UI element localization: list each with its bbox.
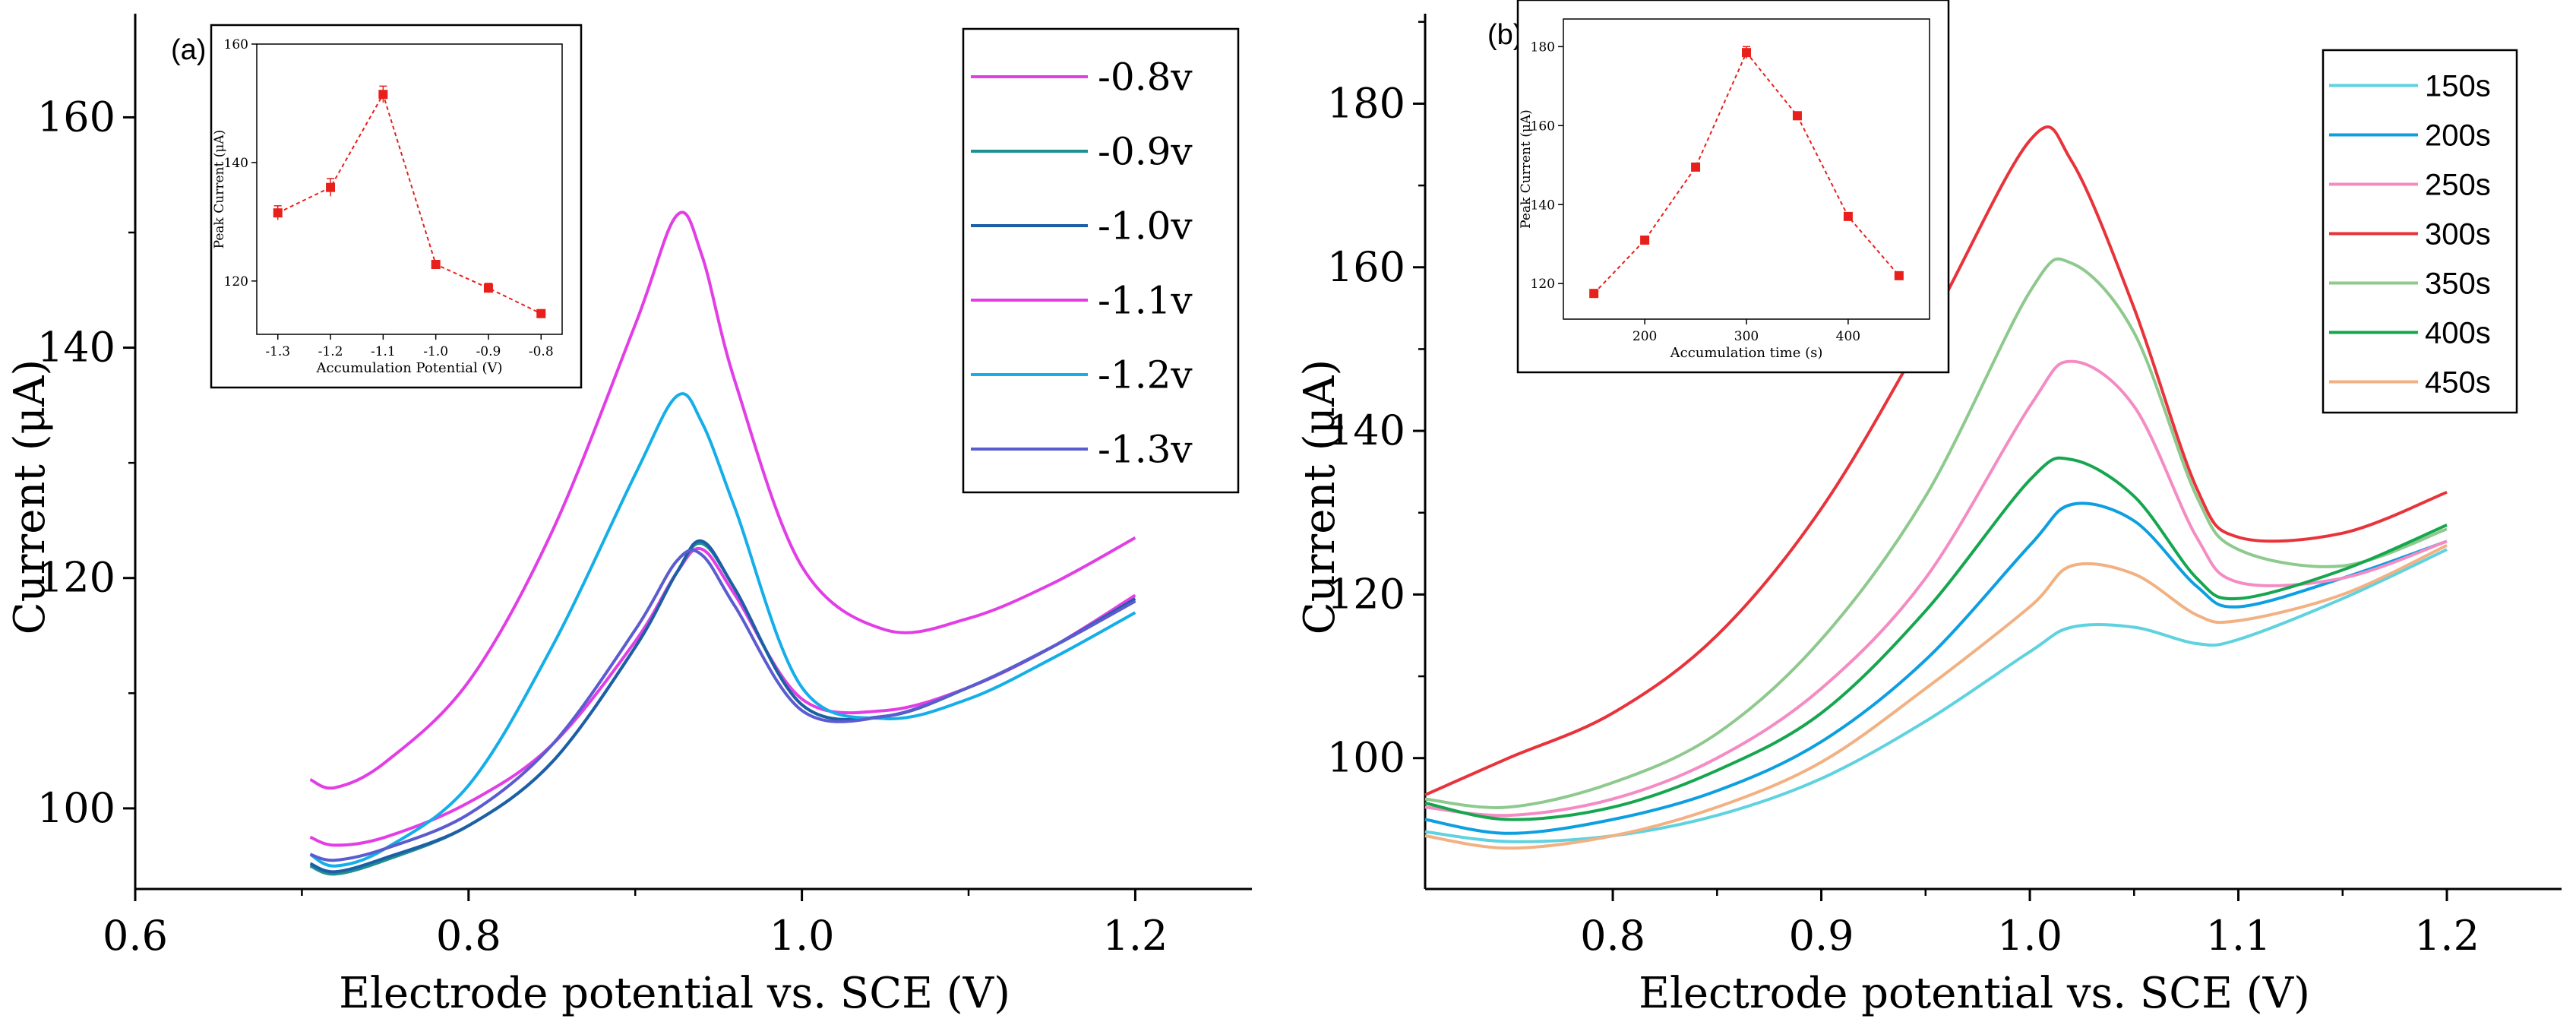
legend-label: -0.8v	[1098, 55, 1193, 100]
series-line--1.2v	[309, 392, 1136, 868]
inset-point	[1742, 48, 1751, 58]
inset-x-tick-label: -0.8	[529, 344, 554, 359]
inset-point	[273, 208, 283, 218]
inset-border	[1516, 0, 1950, 374]
series-line-300s	[1424, 125, 2448, 797]
inset-point	[483, 283, 493, 293]
series-line--0.9v	[309, 541, 1136, 876]
inset-point	[1691, 162, 1701, 172]
inset-x-tick-label: -1.2	[318, 344, 343, 359]
inset-point	[326, 182, 336, 192]
panel-label: (b)	[1487, 19, 1522, 51]
series-line-350s	[1424, 257, 2448, 809]
legend: -0.8v -0.9v -1.0v -1.1v -1.2v -1.3v	[962, 27, 1240, 494]
y-tick-label: 160	[37, 93, 115, 141]
x-tick-label: 1.2	[1102, 912, 1168, 960]
panel-label: (a)	[171, 34, 206, 66]
y-tick-label: 120	[1327, 570, 1405, 618]
inset-point	[378, 90, 388, 100]
inset-y-title: Peak Current (μA)	[1519, 109, 1534, 229]
x-tick-label: 0.9	[1789, 912, 1854, 960]
inset-chart: -1.3 -1.2 -1.1 -1.0 -0.9 -0.8 120 140 160 Accumul…	[210, 24, 583, 389]
legend-label: 450s	[2425, 366, 2491, 400]
y-tick-label: 180	[1327, 79, 1405, 127]
x-tick-label: 1.1	[2206, 912, 2271, 960]
inset-point	[536, 308, 546, 318]
inset-y-title: Peak Current (μA)	[212, 130, 227, 249]
x-tick-label: 1.0	[770, 912, 835, 960]
series-line-250s	[1424, 359, 2448, 818]
legend-label: 150s	[2425, 70, 2491, 103]
inset-y-tick-label: 120	[224, 274, 248, 289]
y-axis-title: Current (μA)	[1295, 359, 1345, 635]
inset-x-tick-label: -1.0	[423, 344, 448, 359]
inset-x-tick-label: -1.1	[371, 344, 396, 359]
series-line-450s	[1424, 543, 2448, 850]
legend-label: -1.0v	[1098, 204, 1193, 248]
legend-label: -1.3v	[1098, 428, 1193, 472]
x-tick-label: 1.0	[1997, 912, 2062, 960]
inset-y-tick-label: 120	[1531, 277, 1555, 292]
x-tick-label: 0.6	[103, 912, 168, 960]
x-tick-label: 0.8	[1580, 912, 1645, 960]
inset-x-tick-label: 300	[1734, 329, 1759, 344]
y-tick-label: 100	[1327, 734, 1405, 782]
chart-panel-b: 0.8 0.9 1.0 1.1 1.2 100 120 140 160 180 Electrode …	[1295, 0, 2562, 1018]
series-line--1.1v	[309, 210, 1136, 790]
inset-x-tick-label: -0.9	[476, 344, 501, 359]
y-tick-label: 160	[1327, 243, 1405, 291]
legend-label: -0.9v	[1098, 130, 1193, 174]
inset-y-tick-label: 140	[1531, 198, 1555, 213]
chart-panel-a: 0.6 0.8 1.0 1.2 100 120 140 160 Electrode potent…	[5, 14, 1252, 1018]
y-tick-label: 120	[37, 554, 115, 602]
inset-point	[1640, 236, 1650, 245]
inset-chart: 200 300 400 120 140 160 180 Accumulation time (…	[1516, 0, 1950, 374]
y-tick-label: 140	[1327, 407, 1405, 454]
inset-x-title: Accumulation time (s)	[1670, 345, 1823, 361]
inset-border	[210, 24, 583, 389]
legend-label: 200s	[2425, 119, 2491, 153]
inset-y-tick-label: 160	[1531, 119, 1555, 134]
x-tick-label: 1.2	[2414, 912, 2480, 960]
inset-point	[1792, 111, 1802, 121]
series-line-200s	[1424, 501, 2448, 835]
inset-x-tick-label: -1.3	[265, 344, 290, 359]
y-tick-label: 140	[37, 324, 115, 372]
inset-plot-frame	[256, 43, 563, 335]
y-tick-label: 100	[37, 784, 115, 832]
inset-point	[1843, 211, 1853, 221]
inset-y-tick-label: 160	[224, 37, 248, 52]
inset-x-title: Accumulation Potential (V)	[316, 360, 503, 376]
legend-label: 400s	[2425, 317, 2491, 350]
series-line--1.0v	[309, 539, 1136, 874]
legend: 150s 200s 250s 300s 350s 400s 450s	[2322, 49, 2518, 414]
inset-y-tick-label: 140	[224, 156, 248, 171]
inset-point	[1894, 270, 1904, 280]
legend-box	[962, 27, 1240, 494]
legend-label: 350s	[2425, 267, 2491, 301]
series-line--1.3v	[309, 549, 1136, 862]
inset-x-tick-label: 200	[1633, 329, 1657, 344]
legend-label: -1.1v	[1098, 279, 1193, 323]
legend-box	[2322, 49, 2518, 414]
series-line-400s	[1424, 456, 2448, 821]
series-line--0.8v	[309, 546, 1136, 847]
x-tick-label: 0.8	[436, 912, 501, 960]
x-axis-title: Electrode potential vs. SCE (V)	[1639, 969, 2310, 1018]
legend-label: -1.2v	[1098, 353, 1193, 397]
y-axis-title: Current (μA)	[5, 359, 55, 635]
legend-label: 250s	[2425, 169, 2491, 202]
x-axis-title: Electrode potential vs. SCE (V)	[339, 969, 1010, 1018]
inset-y-tick-label: 180	[1531, 40, 1555, 55]
inset-point	[431, 260, 441, 270]
inset-point	[1589, 289, 1599, 299]
legend-label: 300s	[2425, 218, 2491, 252]
inset-x-tick-label: 400	[1836, 329, 1860, 344]
inset-trend-line	[277, 92, 542, 315]
